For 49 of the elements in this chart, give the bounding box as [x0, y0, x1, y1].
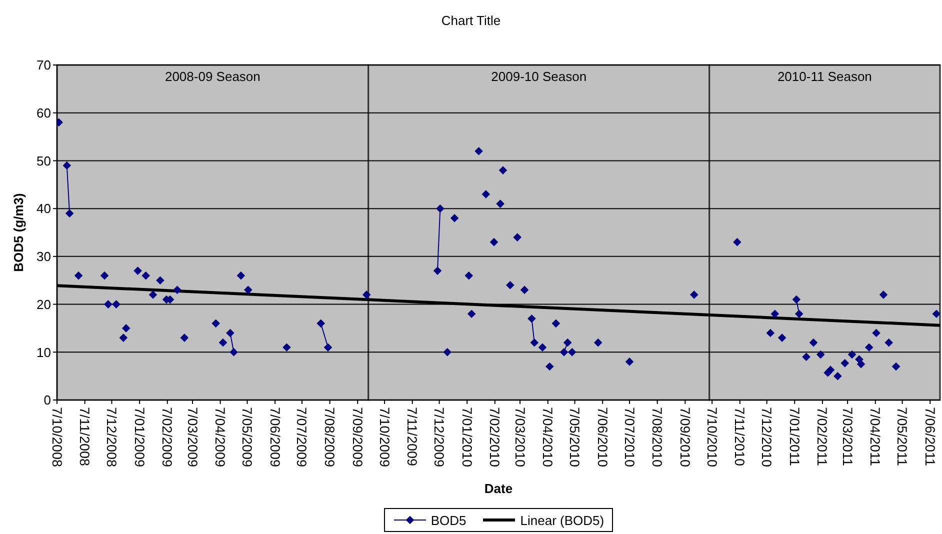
y-tick-label: 30 [36, 249, 51, 264]
x-tick-label: 7/03/2010 [512, 407, 528, 468]
x-tick-label: 7/05/2011 [894, 407, 910, 466]
x-tick-label: 7/03/2011 [840, 407, 855, 466]
x-tick-label: 7/04/2009 [212, 407, 228, 468]
x-tick-label: 7/10/2008 [49, 407, 64, 468]
x-tick-label: 7/07/2010 [622, 407, 637, 468]
x-tick-label: 7/12/2008 [104, 407, 120, 468]
x-tick-label: 7/05/2010 [567, 407, 582, 468]
x-tick-label: 7/07/2009 [294, 407, 310, 468]
y-tick-label: 70 [36, 58, 51, 73]
x-tick-label: 7/04/2011 [868, 407, 883, 466]
x-tick-label: 7/01/2009 [132, 407, 147, 468]
y-tick-label: 60 [36, 105, 51, 120]
chart-title: Chart Title [440, 13, 502, 28]
x-tick-label: 7/09/2009 [350, 407, 365, 468]
x-tick-label: 7/11/2008 [77, 407, 92, 466]
x-tick-label: 7/08/2010 [650, 407, 665, 468]
x-tick-label: 7/12/2010 [759, 407, 774, 468]
x-tick-label: 7/12/2009 [432, 407, 447, 468]
x-tick-label: 7/02/2009 [160, 407, 175, 468]
x-tick-label: 7/06/2010 [594, 407, 610, 468]
x-tick-label: 7/09/2010 [677, 407, 692, 468]
x-tick-label: 7/04/2010 [540, 407, 556, 468]
y-tick-label: 20 [36, 296, 51, 312]
x-tick-label: 7/02/2010 [487, 407, 502, 468]
x-tick-label: 7/03/2009 [184, 407, 200, 468]
y-axis-title: BOD5 (g/m3) [10, 193, 26, 272]
legend-label: BOD5 [430, 512, 466, 528]
x-axis-title: Date [484, 481, 513, 496]
x-tick-label: 7/01/2010 [459, 407, 474, 468]
band-label: 2009-10 Season [491, 69, 587, 84]
x-tick-label: 7/11/2010 [732, 407, 748, 466]
x-tick-label: 7/10/2009 [376, 407, 392, 468]
y-tick-label: 0 [44, 392, 51, 408]
band-label: 2008-09 Season [164, 69, 260, 84]
x-tick-label: 7/10/2010 [704, 407, 720, 468]
x-tick-label: 7/11/2009 [404, 407, 420, 466]
y-tick-label: 50 [36, 153, 51, 168]
band-label: 2010-11 Season [777, 69, 872, 84]
x-tick-label: 7/06/2011 [922, 407, 938, 466]
x-tick-label: 7/06/2009 [267, 407, 282, 468]
x-tick-label: 7/05/2009 [240, 407, 255, 468]
x-tick-label: 7/02/2011 [814, 407, 830, 466]
x-tick-label: 7/08/2009 [322, 407, 338, 468]
legend-label: Linear (BOD5) [520, 512, 604, 528]
y-tick-label: 10 [36, 344, 51, 360]
x-tick-label: 7/01/2011 [786, 407, 802, 466]
y-tick-label: 40 [36, 201, 51, 216]
